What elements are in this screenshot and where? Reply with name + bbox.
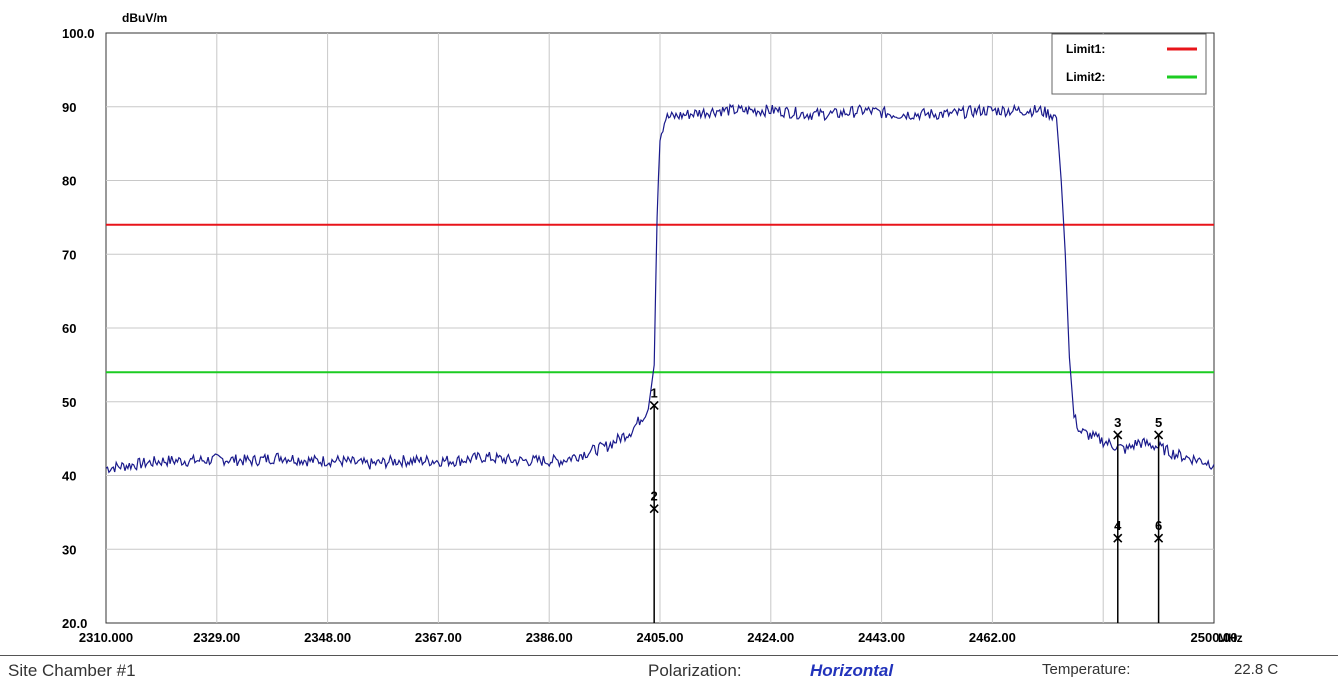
- y-tick-label: 30: [62, 542, 76, 557]
- y-axis-ticks: 20.0 30 40 50 60 70 80 90 100.0: [62, 26, 95, 631]
- marker-label: 6: [1155, 518, 1162, 533]
- y-tick-label: 50: [62, 395, 76, 410]
- legend-label: Limit1:: [1066, 42, 1105, 56]
- marker-label: 5: [1155, 415, 1162, 430]
- x-tick-label: 2386.00: [526, 630, 573, 645]
- marker-label: 3: [1114, 415, 1121, 430]
- legend-label: Limit2:: [1066, 70, 1105, 84]
- temperature-value: 22.8 C: [1234, 661, 1279, 678]
- y-tick-label: 40: [62, 469, 76, 484]
- limit-lines: [106, 223, 1214, 374]
- marker-label: 4: [1114, 518, 1122, 533]
- x-tick-label: 2348.00: [304, 630, 351, 645]
- legend: Limit1: Limit2:: [1051, 33, 1207, 95]
- marker-label: 2: [651, 489, 658, 504]
- x-tick-label: 2462.00: [969, 630, 1016, 645]
- x-axis-ticks: 2310.000 2329.00 2348.00 2367.00 2386.00 2405…: [79, 630, 1238, 645]
- measurement-trace: [105, 103, 1215, 474]
- y-unit-label: dBuV/m: [122, 11, 167, 25]
- marker-cross: [1154, 533, 1164, 543]
- marker-cross: [649, 504, 659, 514]
- x-tick-label: 2500.00: [1191, 630, 1238, 645]
- x-tick-label: 2329.00: [193, 630, 240, 645]
- marker-cross: [1113, 430, 1123, 440]
- x-unit-label: MHz: [1218, 631, 1243, 645]
- legend-box: [1051, 33, 1207, 95]
- polarization-value: Horizontal: [810, 661, 894, 680]
- marker-label: 1: [651, 385, 658, 400]
- x-tick-label: 2367.00: [415, 630, 462, 645]
- x-tick-label: 2424.00: [747, 630, 794, 645]
- y-tick-label: 70: [62, 247, 76, 262]
- x-tick-label: 2405.00: [637, 630, 684, 645]
- y-tick-label: 100.0: [62, 26, 95, 41]
- temperature-label: Temperature:: [1042, 661, 1131, 678]
- grid-lines: [106, 33, 1214, 623]
- marker-cross: [1154, 430, 1164, 440]
- footer: Site Chamber #1 Polarization: Horizontal…: [0, 655, 1338, 688]
- polarization-label: Polarization:: [648, 661, 742, 680]
- y-tick-label: 80: [62, 174, 76, 189]
- marker-cross: [649, 400, 659, 411]
- markers: 1 2 3 4 5 6: [649, 385, 1164, 623]
- y-tick-label: 20.0: [62, 616, 87, 631]
- x-tick-label: 2310.000: [79, 630, 133, 645]
- x-tick-label: 2443.00: [858, 630, 905, 645]
- y-tick-label: 90: [62, 100, 76, 115]
- marker-cross: [1113, 533, 1123, 543]
- y-tick-label: 60: [62, 321, 76, 336]
- site-label: Site Chamber #1: [8, 661, 136, 680]
